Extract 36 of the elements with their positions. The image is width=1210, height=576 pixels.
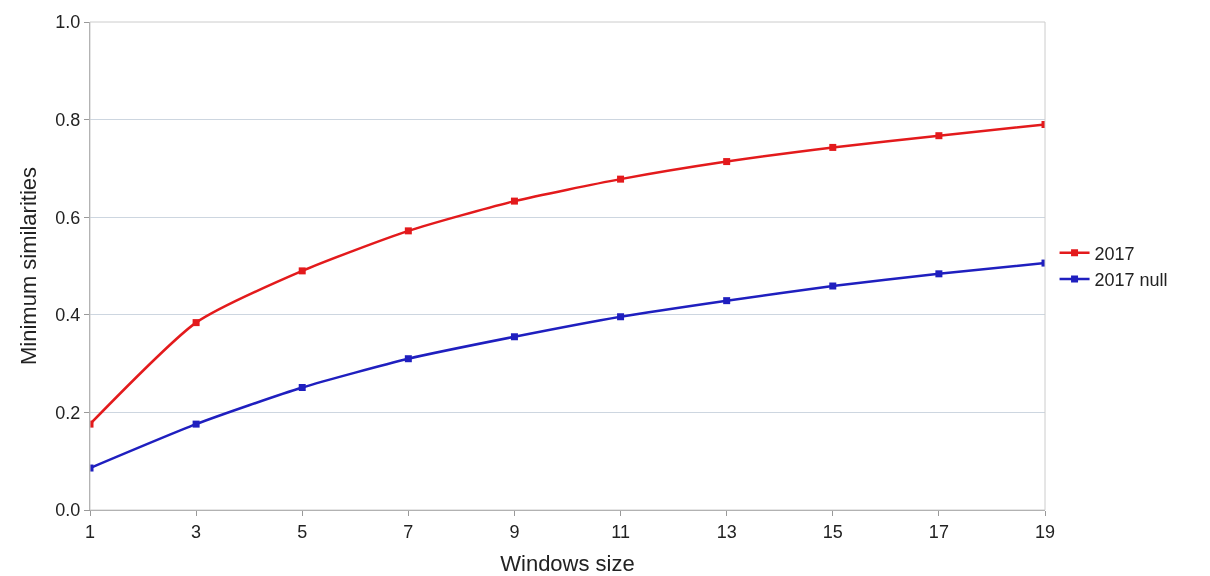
point xyxy=(617,313,625,321)
x-tick-label: 13 xyxy=(716,521,737,542)
y-tick-label: 0.0 xyxy=(55,500,81,521)
point xyxy=(829,143,837,151)
x-tick-label: 15 xyxy=(822,521,843,542)
y-tick-label: 0.4 xyxy=(55,305,81,326)
y-axis-title: Minimum similarities xyxy=(16,166,41,366)
point xyxy=(298,384,306,392)
point xyxy=(404,355,412,363)
point xyxy=(723,297,731,305)
y-tick-label: 0.2 xyxy=(55,402,81,423)
x-tick-label: 5 xyxy=(297,521,308,542)
point xyxy=(192,319,200,327)
x-tick-label: 9 xyxy=(509,521,520,542)
x-tick-label: 19 xyxy=(1034,521,1056,542)
y-tick-label: 1.0 xyxy=(55,12,81,33)
point xyxy=(510,333,518,341)
x-axis-title: Windows size xyxy=(500,551,635,576)
y-tick-label: 0.8 xyxy=(55,109,81,130)
x-tick-label: 11 xyxy=(611,521,630,542)
point xyxy=(829,282,837,290)
x-tick-label: 17 xyxy=(928,521,949,542)
point xyxy=(192,420,200,428)
point xyxy=(935,270,943,278)
point xyxy=(617,175,625,183)
x-tick-label: 7 xyxy=(403,521,414,542)
legend-label: 2017 null xyxy=(1094,270,1168,291)
point xyxy=(935,132,943,140)
legend-label: 2017 xyxy=(1094,243,1135,264)
x-tick-label: 1 xyxy=(84,521,96,542)
x-tick-label: 3 xyxy=(191,521,202,542)
point xyxy=(723,158,731,166)
point xyxy=(510,197,518,205)
point xyxy=(404,227,412,235)
y-tick-label: 0.6 xyxy=(55,207,81,228)
point xyxy=(298,267,306,275)
